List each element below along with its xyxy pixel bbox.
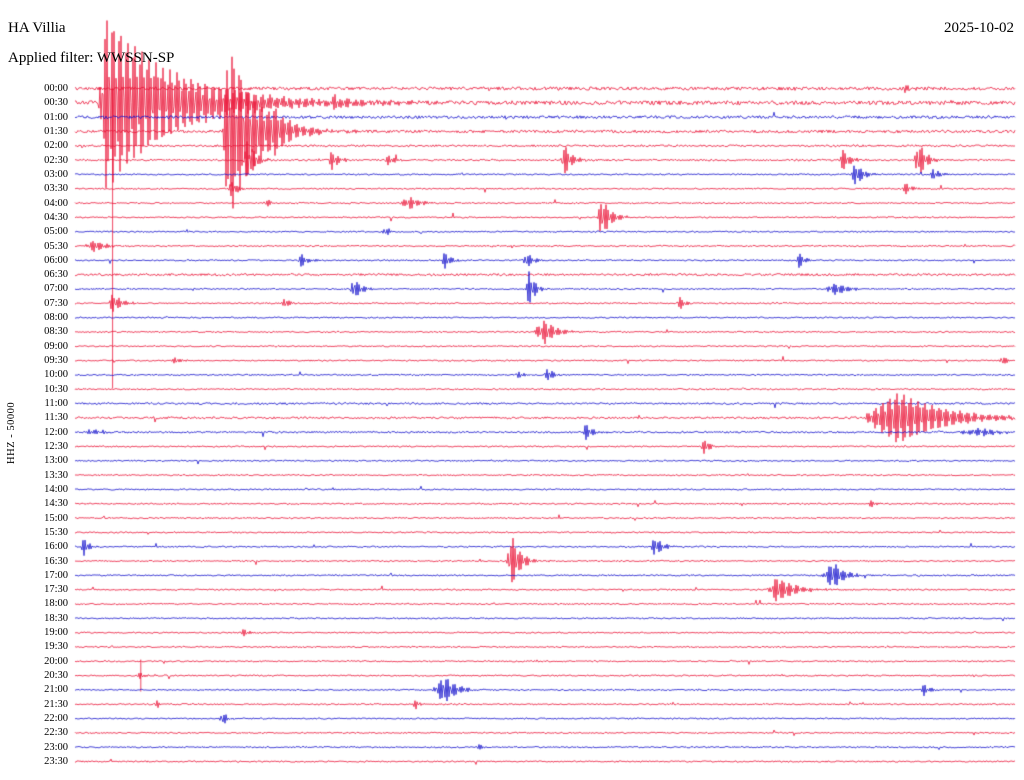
- time-label: 23:00: [44, 741, 68, 753]
- time-label: 11:30: [44, 412, 68, 424]
- time-label: 01:00: [44, 111, 68, 123]
- time-label: 18:30: [44, 612, 68, 624]
- filter-label: Applied filter: WWSSN-SP: [8, 50, 175, 66]
- time-label: 12:30: [44, 440, 68, 452]
- time-label: 05:30: [44, 240, 68, 252]
- time-label: 02:00: [44, 140, 68, 152]
- time-label: 06:00: [44, 254, 68, 266]
- time-label: 08:00: [44, 312, 68, 324]
- time-label: 09:30: [44, 355, 68, 367]
- time-label: 20:30: [44, 670, 68, 682]
- time-label: 19:30: [44, 641, 68, 653]
- time-label: 14:30: [44, 498, 68, 510]
- time-label: 23:30: [44, 756, 68, 767]
- time-label: 07:00: [44, 283, 68, 295]
- time-label: 02:30: [44, 154, 68, 166]
- time-label: 22:00: [44, 713, 68, 725]
- time-label: 03:00: [44, 168, 68, 180]
- time-label: 17:00: [44, 569, 68, 581]
- time-label: 21:30: [44, 698, 68, 710]
- time-label: 04:00: [44, 197, 68, 209]
- time-label: 03:30: [44, 183, 68, 195]
- time-label: 20:00: [44, 655, 68, 667]
- time-label: 13:30: [44, 469, 68, 481]
- time-label: 16:30: [44, 555, 68, 567]
- time-label: 06:30: [44, 269, 68, 281]
- time-label: 10:30: [44, 383, 68, 395]
- time-label: 22:30: [44, 727, 68, 739]
- time-label: 11:00: [44, 398, 68, 410]
- time-label: 10:00: [44, 369, 68, 381]
- time-label: 07:30: [44, 297, 68, 309]
- time-label: 14:00: [44, 483, 68, 495]
- time-label: 15:30: [44, 526, 68, 538]
- time-label: 12:00: [44, 426, 68, 438]
- time-label: 16:00: [44, 541, 68, 553]
- time-label: 21:00: [44, 684, 68, 696]
- date-label: 2025-10-02: [944, 20, 1014, 36]
- time-label: 09:00: [44, 340, 68, 352]
- time-label: 05:00: [44, 226, 68, 238]
- time-label: 19:00: [44, 627, 68, 639]
- time-label: 00:30: [44, 97, 68, 109]
- time-label: 15:00: [44, 512, 68, 524]
- time-label: 04:30: [44, 211, 68, 223]
- time-label: 18:00: [44, 598, 68, 610]
- time-label: 01:30: [44, 125, 68, 137]
- time-label: 08:30: [44, 326, 68, 338]
- time-label: 17:30: [44, 584, 68, 596]
- time-label: 13:00: [44, 455, 68, 467]
- time-label: 00:00: [44, 83, 68, 94]
- station-title: HA Villia: [8, 20, 66, 36]
